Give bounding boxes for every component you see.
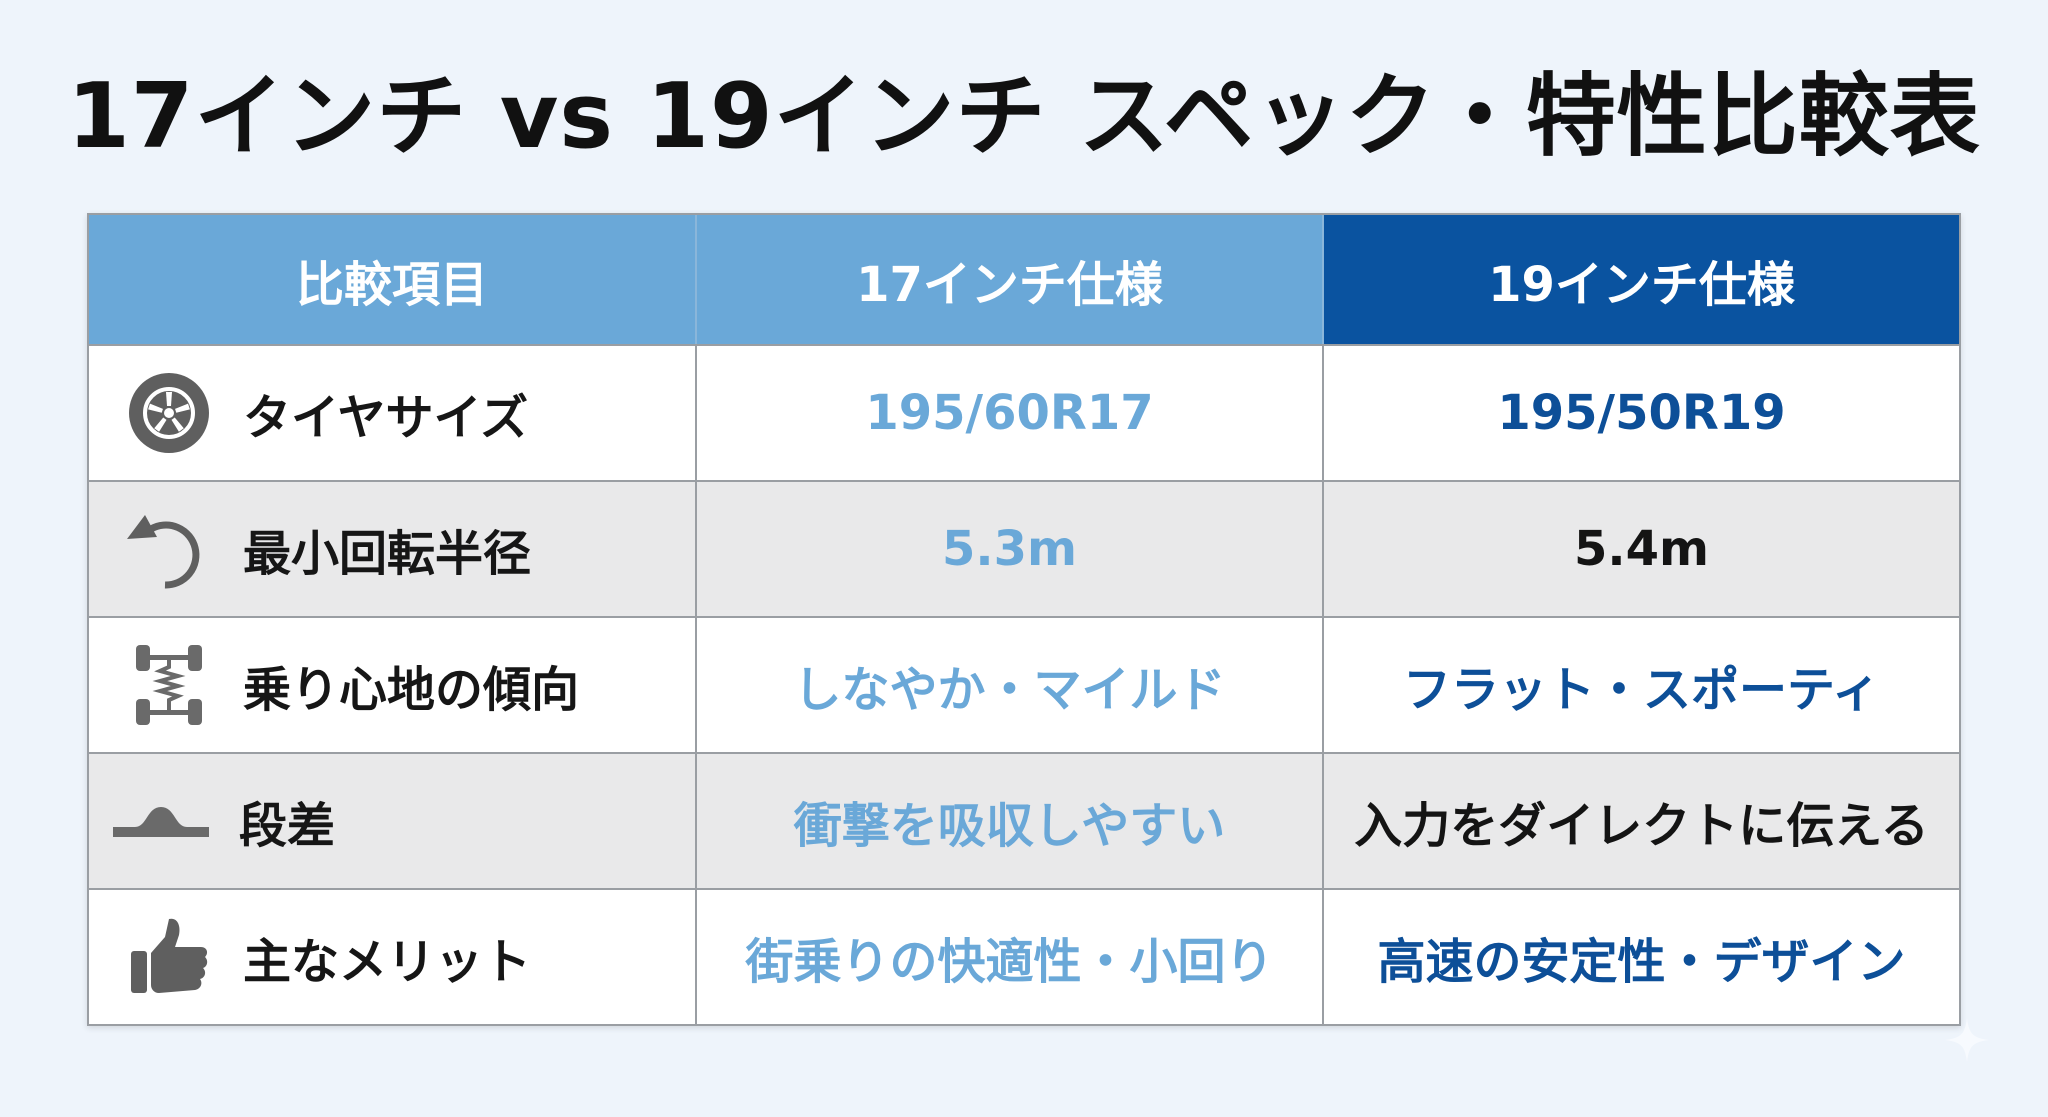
table-header-row: 比較項目 17インチ仕様 19インチ仕様	[89, 215, 1959, 344]
page-title: 17インチ vs 19インチ スペック・特性比較表	[67, 64, 1981, 169]
suspension-icon	[127, 643, 211, 727]
table-row: 乗り心地の傾向 しなやか・マイルド フラット・スポーティ	[89, 616, 1959, 752]
sparkle-icon	[1945, 1018, 1989, 1062]
value-19inch: フラット・スポーティ	[1322, 618, 1959, 752]
table-row: 最小回転半径 5.3m 5.4m	[89, 480, 1959, 616]
value-19inch: 入力をダイレクトに伝える	[1322, 754, 1959, 888]
row-label: 最小回転半径	[243, 526, 532, 582]
table-row: 主なメリット 街乗りの快適性・小回り 高速の安定性・デザイン	[89, 888, 1959, 1024]
header-19inch: 19インチ仕様	[1322, 215, 1959, 344]
turn-radius-icon	[127, 507, 211, 591]
header-item: 比較項目	[89, 215, 695, 344]
value-17inch: 5.3m	[695, 482, 1322, 616]
row-label-cell: 乗り心地の傾向	[89, 618, 695, 752]
value-17inch: しなやか・マイルド	[695, 618, 1322, 752]
row-label: タイヤサイズ	[243, 390, 529, 446]
row-label: 主なメリット	[243, 934, 532, 990]
value-19inch: 5.4m	[1322, 482, 1959, 616]
row-label-cell: タイヤサイズ	[89, 346, 695, 480]
value-19inch: 高速の安定性・デザイン	[1322, 890, 1959, 1024]
value-17inch: 衝撃を吸収しやすい	[695, 754, 1322, 888]
table-row: タイヤサイズ 195/60R17 195/50R19	[89, 344, 1959, 480]
header-17inch: 17インチ仕様	[695, 215, 1322, 344]
row-label: 段差	[239, 798, 336, 854]
value-17inch: 街乗りの快適性・小回り	[695, 890, 1322, 1024]
value-17inch: 195/60R17	[695, 346, 1322, 480]
value-19inch: 195/50R19	[1322, 346, 1959, 480]
speed-bump-icon	[111, 779, 211, 863]
thumbs-up-icon	[127, 915, 211, 999]
table-row: 段差 衝撃を吸収しやすい 入力をダイレクトに伝える	[89, 752, 1959, 888]
row-label-cell: 主なメリット	[89, 890, 695, 1024]
comparison-table: 比較項目 17インチ仕様 19インチ仕様	[87, 213, 1961, 1026]
row-label-cell: 段差	[89, 754, 695, 888]
row-label: 乗り心地の傾向	[243, 662, 580, 718]
tire-icon	[127, 371, 211, 455]
row-label-cell: 最小回転半径	[89, 482, 695, 616]
